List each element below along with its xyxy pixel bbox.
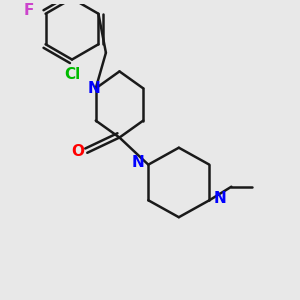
Text: N: N bbox=[214, 191, 226, 206]
Text: N: N bbox=[132, 155, 145, 170]
Text: O: O bbox=[71, 144, 84, 159]
Text: Cl: Cl bbox=[64, 67, 80, 82]
Text: N: N bbox=[88, 81, 100, 96]
Text: F: F bbox=[24, 3, 34, 18]
